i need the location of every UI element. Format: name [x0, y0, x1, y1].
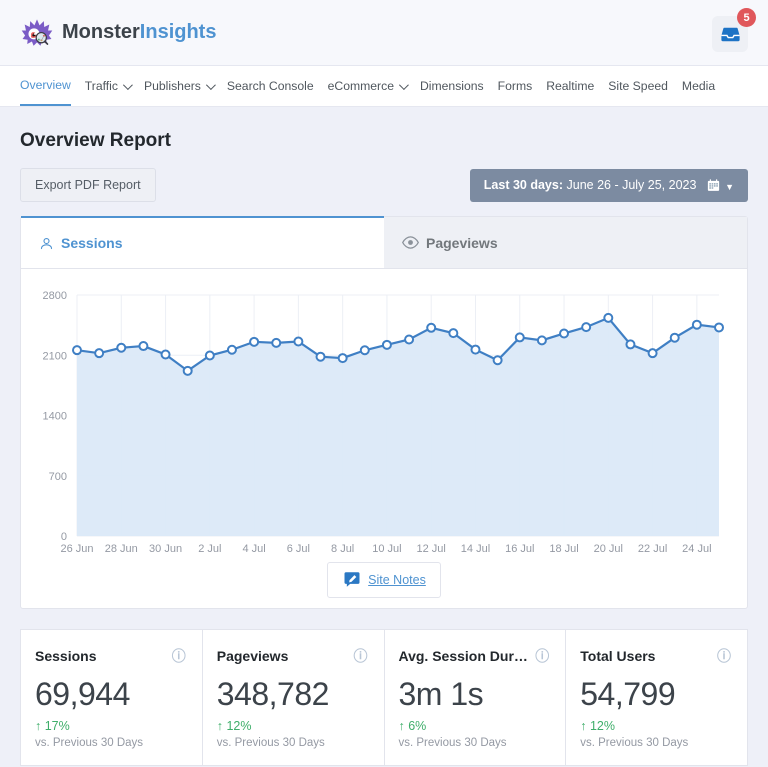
svg-text:20 Jul: 20 Jul [594, 543, 623, 555]
svg-text:22 Jul: 22 Jul [638, 543, 667, 555]
svg-text:8 Jul: 8 Jul [331, 543, 354, 555]
svg-text:18 Jul: 18 Jul [549, 543, 578, 555]
svg-text:0: 0 [61, 531, 67, 543]
svg-text:26 Jun: 26 Jun [60, 543, 93, 555]
svg-text:14 Jul: 14 Jul [461, 543, 490, 555]
svg-text:24 Jul: 24 Jul [682, 543, 711, 555]
svg-text:700: 700 [49, 471, 67, 483]
svg-text:2 Jul: 2 Jul [198, 543, 221, 555]
svg-text:1400: 1400 [43, 411, 67, 423]
svg-text:6 Jul: 6 Jul [287, 543, 310, 555]
svg-text:4 Jul: 4 Jul [242, 543, 265, 555]
svg-text:16 Jul: 16 Jul [505, 543, 534, 555]
svg-text:2100: 2100 [43, 350, 67, 362]
svg-text:12 Jul: 12 Jul [417, 543, 446, 555]
svg-text:2800: 2800 [43, 290, 67, 302]
svg-text:30 Jun: 30 Jun [149, 543, 182, 555]
svg-text:10 Jul: 10 Jul [372, 543, 401, 555]
svg-text:28 Jun: 28 Jun [105, 543, 138, 555]
